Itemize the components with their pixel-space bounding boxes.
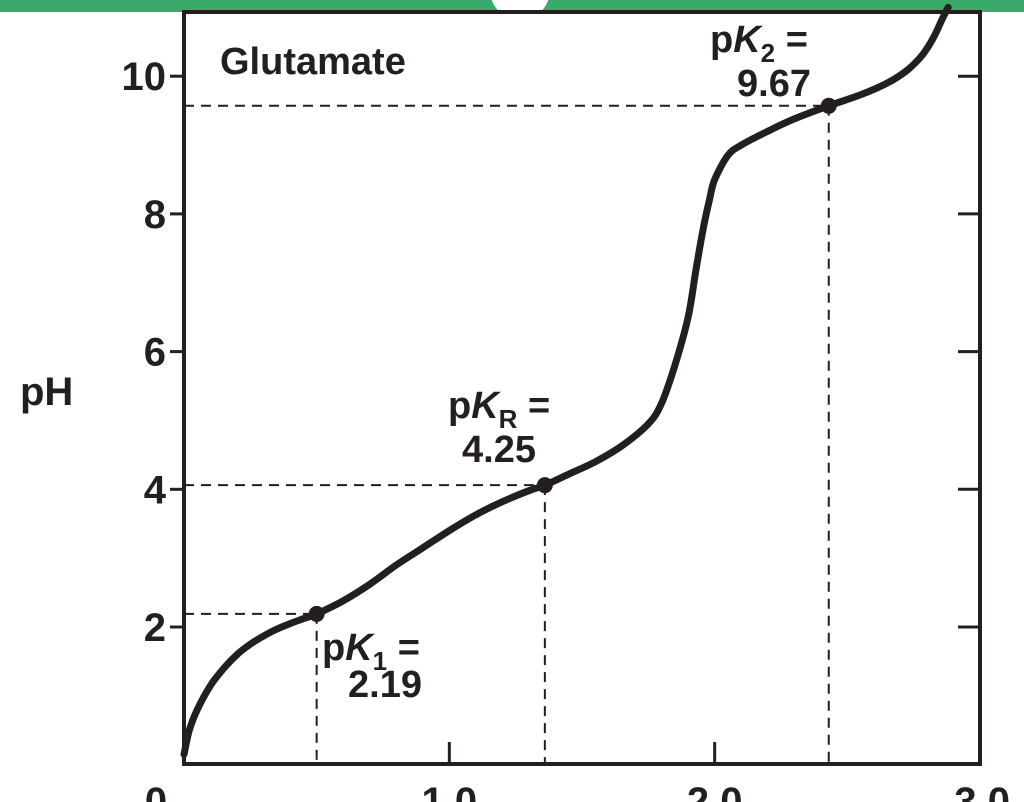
pk2-k: K (733, 19, 763, 61)
pk2-sub: 2 (761, 38, 775, 68)
pkr-label: pKR = (448, 385, 550, 434)
x-tick-label: 1.0 (422, 780, 478, 802)
y-tick-label: 8 (144, 193, 166, 237)
x-tick-label: 3.0 (954, 780, 1010, 802)
pk2-label: pK2 = (710, 19, 808, 68)
pkr-prefix: p (448, 385, 471, 427)
pk-guide-lines (184, 104, 830, 764)
pk-point-2 (820, 97, 837, 114)
pk1-k: K (345, 627, 375, 669)
pk-points (308, 97, 837, 622)
pk1-eq: = (387, 627, 420, 669)
y-tick-label: 4 (144, 468, 167, 512)
pk1-sub: 1 (373, 646, 387, 676)
x-tick-label: 2.0 (687, 780, 743, 802)
axis-ticks (170, 74, 980, 764)
header-bar-indicator (491, 0, 549, 20)
y-tick-label: 10 (122, 55, 167, 99)
pkr-sub: R (499, 404, 518, 434)
y-tick-label: 2 (144, 606, 166, 650)
pkr-k: K (471, 385, 501, 427)
pk1-prefix: p (322, 627, 345, 669)
y-tick-label: 6 (144, 331, 166, 375)
axis-tick-labels: 2 4 6 8 10 0 1.0 2.0 3.0 (122, 55, 1011, 802)
plot-frame (182, 10, 982, 766)
pk-point-0 (308, 605, 325, 622)
x-tick-label: 0 (145, 780, 167, 802)
chart-title: Glutamate (220, 41, 406, 83)
titration-curve (180, 3, 952, 758)
pk1-value: 2.19 (348, 664, 422, 706)
pk-point-1 (536, 477, 553, 494)
pk2-value: 9.67 (737, 63, 811, 105)
pk2-prefix: p (710, 19, 733, 61)
pk1-label: pK1 = (322, 627, 420, 676)
pkr-eq: = (517, 385, 550, 427)
pkr-value: 4.25 (462, 429, 536, 471)
pk2-eq: = (775, 19, 808, 61)
y-axis-title: pH (20, 370, 73, 414)
